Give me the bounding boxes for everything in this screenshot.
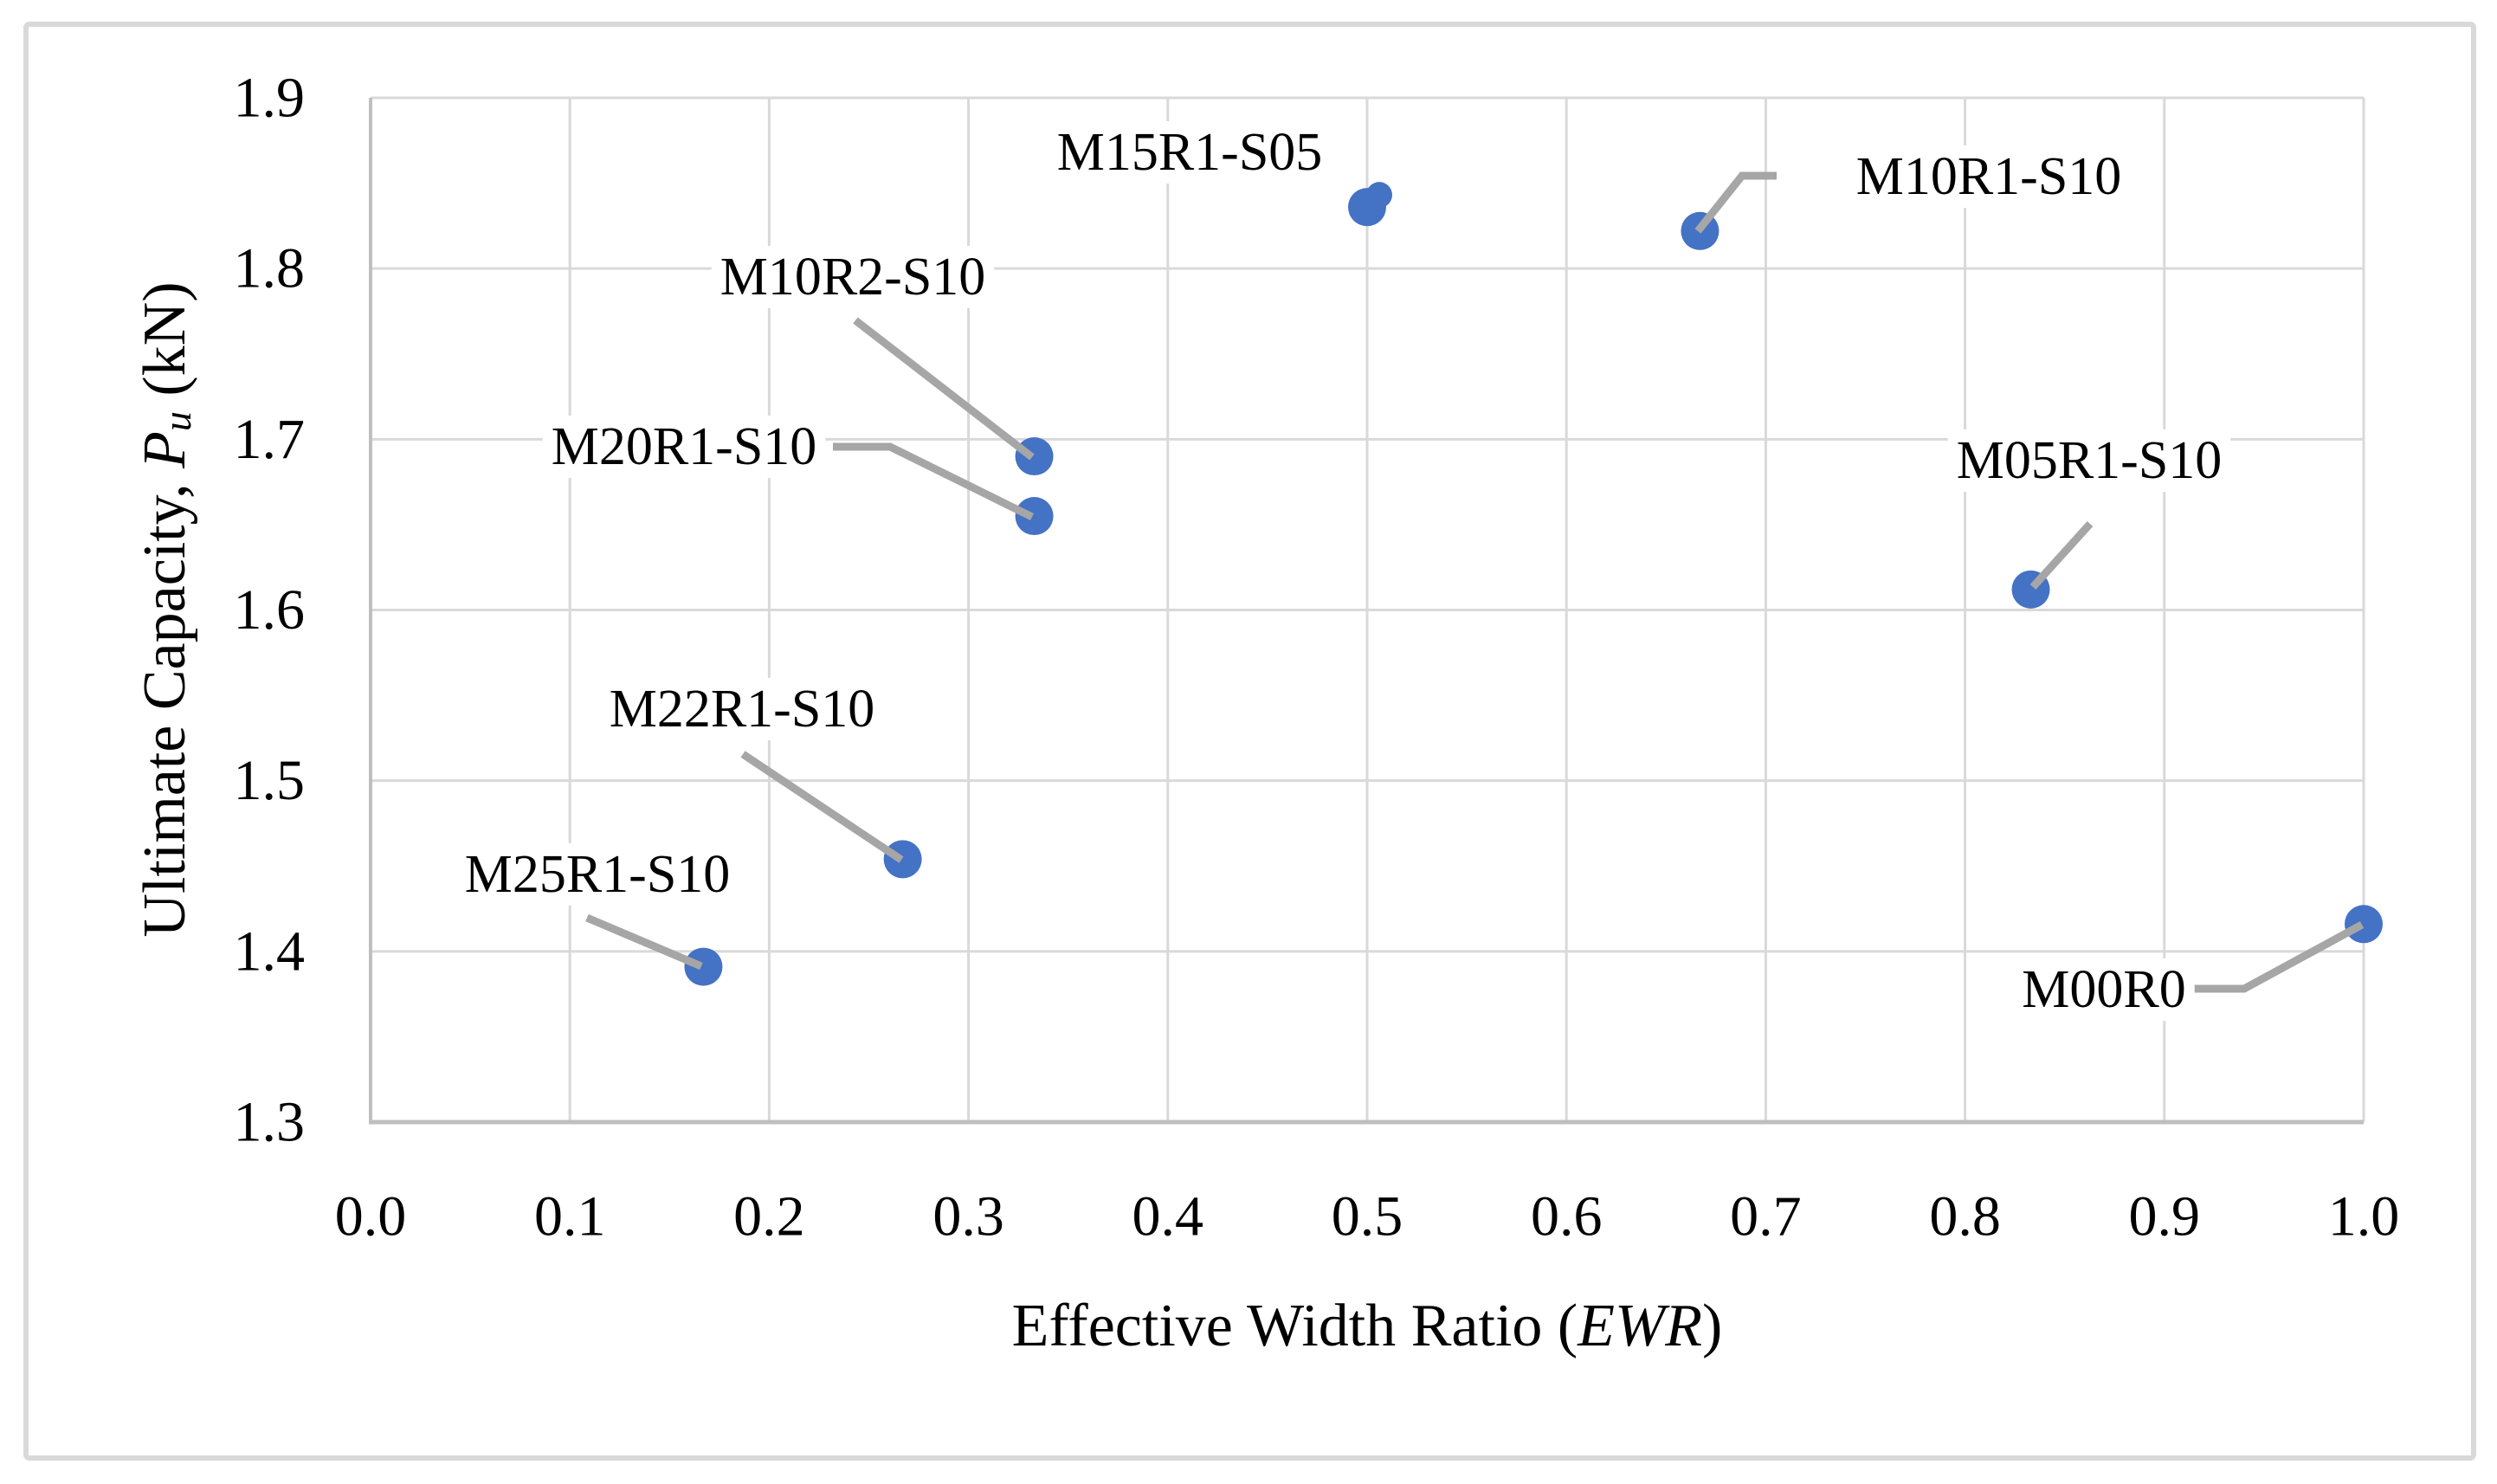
data-point-M25R1-S10 xyxy=(684,947,723,986)
y-tick-label-1.6: 1.6 xyxy=(234,578,306,642)
x-tick-label-0.8: 0.8 xyxy=(1929,1185,2001,1248)
point-label-bg-M00R0 xyxy=(2013,958,2195,1021)
point-label-M10R2-S10: M10R2-S10 xyxy=(720,248,986,306)
y-tick-label-1.4: 1.4 xyxy=(234,919,306,983)
axes xyxy=(369,98,2364,1125)
point-label-M15R1-S05: M15R1-S05 xyxy=(1057,123,1323,182)
point-label-group-M20R1-S10: M20R1-S10 xyxy=(542,416,826,478)
leader-line-M00R0 xyxy=(2194,921,2365,993)
y-tick-label-1.3: 1.3 xyxy=(234,1091,306,1154)
y-tick-label-1.7: 1.7 xyxy=(234,408,306,471)
point-label-M05R1-S10: M05R1-S10 xyxy=(1957,431,2223,490)
leader-line-M25R1-S10 xyxy=(585,913,703,971)
leader-lines xyxy=(585,171,2365,993)
leader-line-M22R1-S10 xyxy=(740,751,904,863)
point-label-bg-M22R1-S10 xyxy=(600,678,884,740)
data-point-M00R0 xyxy=(2345,905,2383,944)
y-tick-labels: 1.3 1.4 1.5 1.6 1.7 1.8 1.9 xyxy=(234,67,306,1154)
x-axis-title: Effective Width Ratio (EWR) xyxy=(1012,1293,1723,1359)
gridlines xyxy=(371,96,2365,1122)
point-label-group-M10R1-S10: M10R1-S10 xyxy=(1847,145,2131,208)
point-label-bg-M20R1-S10 xyxy=(542,416,826,478)
y-axis-title-italic: P xyxy=(132,431,198,469)
x-tick-label-0.5: 0.5 xyxy=(1332,1185,1403,1248)
point-label-M20R1-S10: M20R1-S10 xyxy=(552,417,817,476)
x-axis-title-italic: EWR xyxy=(1577,1293,1702,1359)
figure-border xyxy=(23,22,2476,1461)
leader-line-M20R1-S10 xyxy=(833,442,1034,521)
point-label-bg-M10R1-S10 xyxy=(1847,145,2131,208)
point-label-bg-M25R1-S10 xyxy=(455,843,739,906)
point-label-group-M15R1-S05: M15R1-S05 xyxy=(1048,121,1332,184)
point-label-bg-M15R1-S05 xyxy=(1048,121,1332,184)
leader-line-M10R1-S10 xyxy=(1694,171,1777,234)
data-point-M10R2-S10 xyxy=(1015,437,1054,476)
point-label-group-M10R2-S10: M10R2-S10 xyxy=(711,246,995,308)
point-label-group-M05R1-S10: M05R1-S10 xyxy=(1947,429,2231,492)
x-tick-label-0.2: 0.2 xyxy=(733,1185,805,1248)
x-tick-label-0.6: 0.6 xyxy=(1531,1185,1603,1248)
x-tick-label-0.7: 0.7 xyxy=(1730,1185,1802,1248)
x-tick-label-0.4: 0.4 xyxy=(1132,1185,1204,1248)
x-tick-labels: 0.0 0.1 0.2 0.3 0.4 0.5 0.6 0.7 0.8 0.9 1.0 xyxy=(335,1185,2400,1248)
data-point-M22R1-S10 xyxy=(883,840,922,879)
leader-line-M10R2-S10 xyxy=(853,317,1035,461)
y-tick-label-1.8: 1.8 xyxy=(234,237,306,300)
point-label-M22R1-S10: M22R1-S10 xyxy=(610,680,875,739)
point-label-M00R0: M00R0 xyxy=(2022,960,2185,1019)
point-label-bg-M05R1-S10 xyxy=(1947,429,2231,492)
point-label-group-M22R1-S10: M22R1-S10 xyxy=(600,678,884,740)
point-label-bg-M10R2-S10 xyxy=(711,246,995,308)
x-axis-title-suffix: ) xyxy=(1702,1293,1722,1359)
y-axis-title: Ultimate Capacity, Pu (kN) xyxy=(132,281,199,937)
data-point-M15R1-S05 xyxy=(1348,188,1386,227)
point-label-group-M25R1-S10: M25R1-S10 xyxy=(455,843,739,906)
x-tick-label-1.0: 1.0 xyxy=(2328,1185,2400,1248)
point-label-M10R1-S10: M10R1-S10 xyxy=(1856,147,2122,206)
x-tick-label-0.1: 0.1 xyxy=(534,1185,606,1248)
data-point-M20R1-S10 xyxy=(1015,497,1054,536)
x-tick-label-0.3: 0.3 xyxy=(932,1185,1004,1248)
point-label-M25R1-S10: M25R1-S10 xyxy=(465,845,731,904)
y-axis-title-suffix: (kN) xyxy=(132,281,198,411)
y-axis-title-text: Ultimate Capacity, xyxy=(132,468,198,938)
y-tick-label-1.9: 1.9 xyxy=(234,67,306,130)
point-labels: M25R1-S10 M22R1-S10 M20R1-S10 M10R2-S10 M15R… xyxy=(455,121,2231,1021)
y-axis-title-subscript: u xyxy=(155,411,199,431)
y-tick-label-1.5: 1.5 xyxy=(234,749,306,812)
x-tick-label-0.0: 0.0 xyxy=(335,1185,407,1248)
leader-line-M05R1-S10 xyxy=(2029,520,2094,590)
x-tick-label-0.9: 0.9 xyxy=(2129,1185,2201,1248)
x-axis-title-text: Effective Width Ratio ( xyxy=(1012,1293,1578,1359)
point-label-group-M00R0: M00R0 xyxy=(2013,958,2195,1021)
